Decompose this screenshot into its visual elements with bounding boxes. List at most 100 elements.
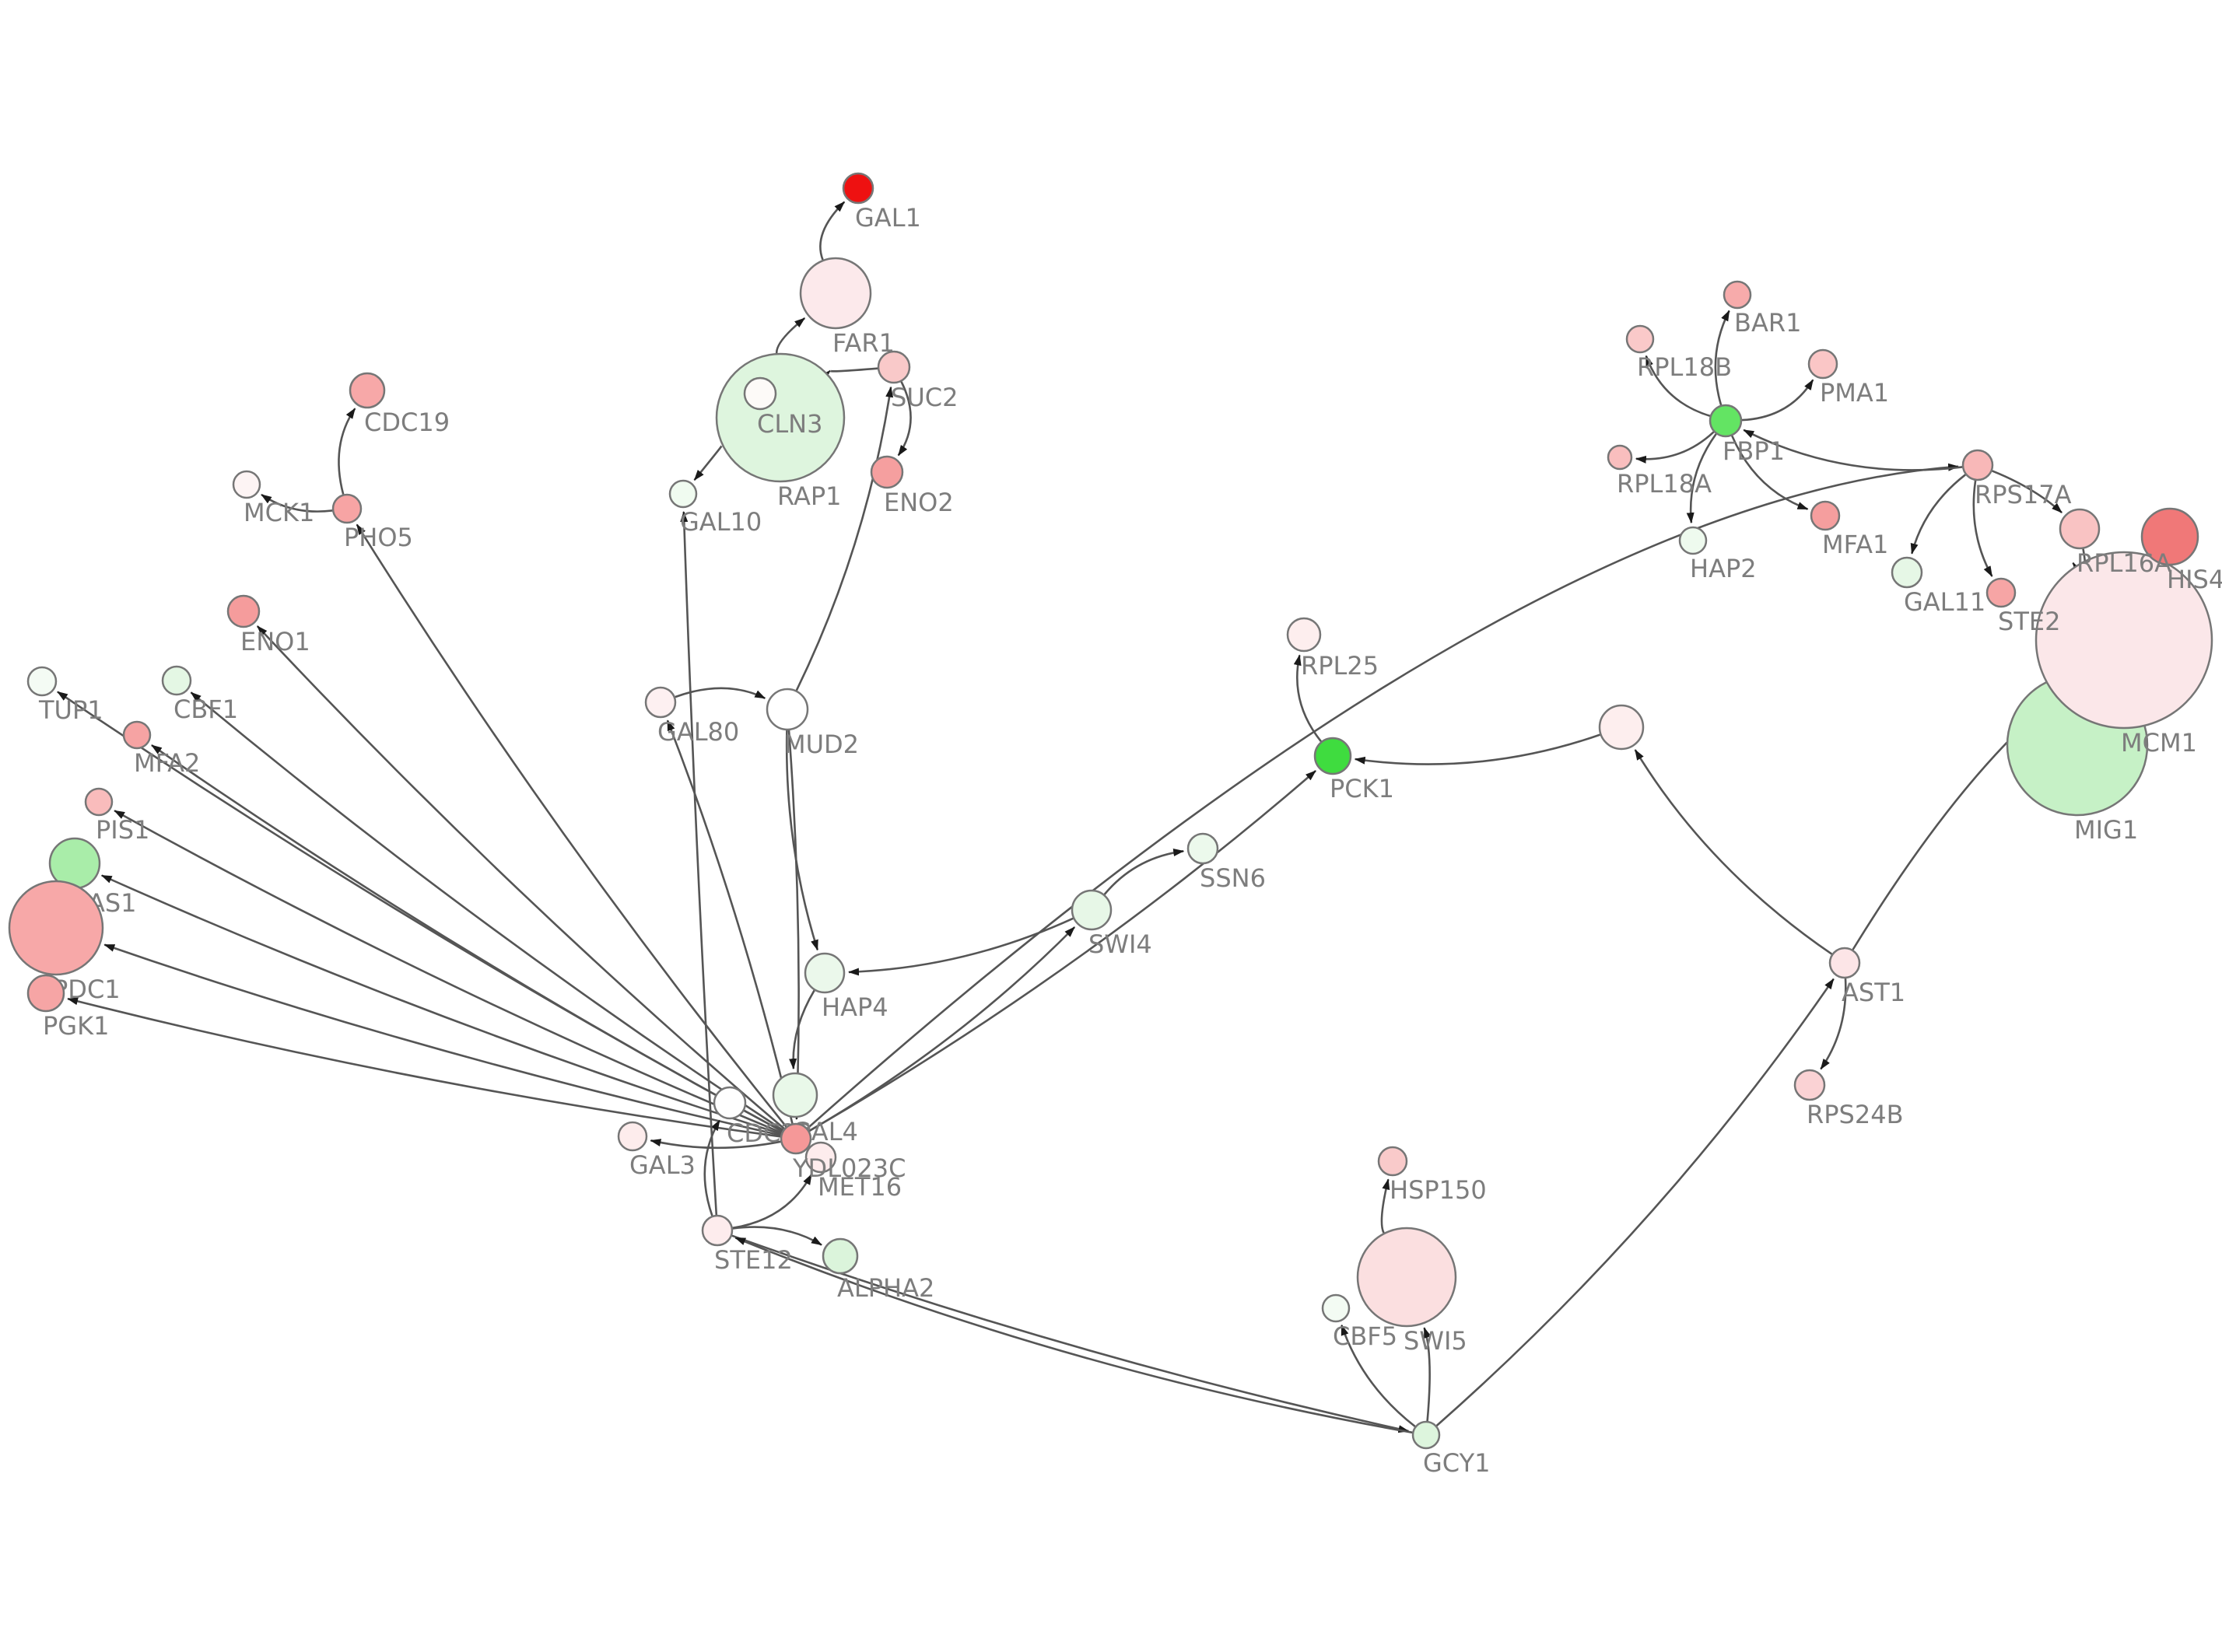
node-TUP1[interactable]: TUP1 [26,666,103,725]
node-MCM1[interactable]: MCM1 [2034,551,2213,758]
edge-GCY1-SWI5[interactable] [1423,1327,1432,1422]
node-HAP4[interactable]: HAP4 [804,952,888,1022]
edge-STE12-MET16[interactable] [732,1174,813,1230]
node-SSN6[interactable]: SSN6 [1186,832,1266,893]
edge-YDL023C-ENO1[interactable] [256,625,785,1129]
edge-YDL023C-SWI4[interactable] [808,926,1076,1132]
node-GCY1[interactable]: GCY1 [1411,1420,1490,1478]
node-ENO2[interactable]: ENO2 [870,455,954,517]
edge-AST1-RPS24B[interactable] [1820,978,1847,1070]
node-CLN3[interactable]: CLN3 [743,376,822,439]
node-HAP2[interactable]: HAP2 [1678,526,1757,583]
node-GAL80[interactable]: GAL80 [644,686,739,747]
node-SWI5[interactable]: SWI5 [1356,1227,1467,1356]
node-circle-PDC1[interactable] [8,880,104,976]
node-circle-PGK1[interactable] [26,974,65,1013]
node-circle-SUC2[interactable] [877,350,911,384]
node-circle-FBP1[interactable] [1709,404,1743,438]
node-circle-ENO1[interactable] [226,594,261,628]
node-circle-AST1[interactable] [1828,947,1861,979]
edge-SWI4-HAP4[interactable] [848,917,1074,976]
edge-STE12-GAL10[interactable] [680,511,718,1216]
edge-YDL023C-PGK1[interactable] [67,997,781,1138]
node-FBP1[interactable]: FBP1 [1709,404,1785,466]
edge-STE12-ALPHA2[interactable] [732,1226,822,1246]
node-circle-HAP2[interactable] [1678,526,1708,555]
edge-GCY1-AST1[interactable] [1435,978,1835,1427]
edge-FBP1-RPL18B[interactable] [1645,355,1711,418]
node-FAR1[interactable]: FAR1 [799,257,895,358]
node-PIS1[interactable]: PIS1 [84,787,149,845]
edge-GCY1-STE12[interactable] [734,1237,1413,1434]
edge-MUD2-YDL023C[interactable] [787,730,801,1120]
node-circle-GAL4[interactable] [772,1072,818,1118]
node-circle-YDL023C[interactable] [780,1122,812,1155]
node-SUC2[interactable]: SUC2 [877,350,958,412]
node-circle-CBF5[interactable] [1321,1293,1351,1323]
node-HIS4[interactable]: HIS4 [2140,507,2222,594]
node-circle-MCM1[interactable] [2034,551,2213,730]
node-CDC19[interactable]: CDC19 [349,372,450,437]
node-MUD2[interactable]: MUD2 [766,688,859,759]
edge-SUC2-ENO2[interactable] [897,381,912,457]
node-MET16[interactable]: MET16 [804,1141,902,1202]
edge-RPS17A-STE2[interactable] [1972,480,1993,577]
node-circle-STE2[interactable] [1985,577,2017,608]
edge-YDL023C-CBF1[interactable] [190,691,784,1132]
node-circle-RPL18A[interactable] [1607,444,1633,471]
node-RPL18B[interactable]: RPL18B [1625,324,1732,382]
node-circle-CDC19[interactable] [349,372,386,409]
node-circle-HSP150[interactable] [1377,1146,1408,1177]
node-circle-RPL16A[interactable] [2059,508,2101,550]
node-circle-RPL18B[interactable] [1625,324,1655,354]
node-BAR1[interactable]: BAR1 [1723,280,1801,338]
edge-HAP4-GAL4[interactable] [789,989,815,1070]
edge-GAL80-MUD2[interactable] [675,687,766,699]
node-circle-HIS4[interactable] [2140,507,2199,566]
node-circle-CDC28[interactable] [713,1086,747,1120]
edge-SWI4-SSN6[interactable] [1103,849,1185,895]
node-CBF1[interactable]: CBF1 [161,665,238,724]
edge-STE12-CDC28[interactable] [703,1119,721,1216]
edge-YDL023C-RAS1[interactable] [100,874,782,1136]
node-AST1[interactable]: AST1 [1828,947,1905,1007]
edge-RAP1-GAL10[interactable] [693,444,724,481]
edge-YDL023C-GAL80[interactable] [666,719,794,1124]
node-SWI4[interactable]: SWI4 [1071,889,1152,959]
node-circle-PIS1[interactable] [84,787,114,817]
node-circle-GCY1[interactable] [1411,1420,1441,1450]
edge-FAR1-GAL1[interactable] [819,201,846,261]
edge-YDL023C-RPS17A[interactable] [807,463,1960,1129]
node-PMA1[interactable]: PMA1 [1807,348,1889,408]
node-PGK1[interactable]: PGK1 [26,974,109,1041]
edge-PCK1-RPL25[interactable] [1293,654,1323,743]
node-circle-SSN6[interactable] [1186,832,1219,865]
node-circle-TUP1[interactable] [26,666,58,697]
node-RPS24B[interactable]: RPS24B [1793,1069,1904,1129]
node-circle-CLN3[interactable] [743,376,777,411]
node-circle-ALPHA2[interactable] [822,1237,859,1275]
node-circle-UNNAMED[interactable] [1598,704,1645,751]
node-circle-MCK1[interactable] [232,470,261,499]
edge-YDL023C-PCK1[interactable] [808,770,1316,1132]
edge-PHO5-MCK1[interactable] [261,493,333,513]
edge-RAP1-FAR1[interactable] [775,317,806,354]
node-circle-RPL25[interactable] [1286,617,1322,653]
edge-GCY1-CBF5[interactable] [1341,1324,1416,1428]
edge-FBP1-PMA1[interactable] [1741,379,1814,422]
edge-FBP1-BAR1[interactable] [1714,310,1730,406]
edge-FBP1-RPL18A[interactable] [1635,431,1715,464]
node-HSP150[interactable]: HSP150 [1377,1146,1487,1205]
node-circle-MET16[interactable] [804,1141,837,1174]
node-circle-PMA1[interactable] [1807,348,1838,380]
edge-RPS17A-FBP1[interactable] [1743,429,1963,471]
node-circle-HAP4[interactable] [804,952,846,994]
edge-FBP1-HAP2[interactable] [1686,433,1717,524]
edge-RPS17A-GAL11[interactable] [1910,474,1966,555]
node-circle-RPS17A[interactable] [1961,449,1994,481]
node-circle-GAL1[interactable] [842,172,874,205]
node-RPL16A[interactable]: RPL16A [2059,508,2171,578]
node-circle-PHO5[interactable] [331,493,363,524]
node-PCK1[interactable]: PCK1 [1313,737,1394,803]
node-GAL1[interactable]: GAL1 [842,172,921,233]
